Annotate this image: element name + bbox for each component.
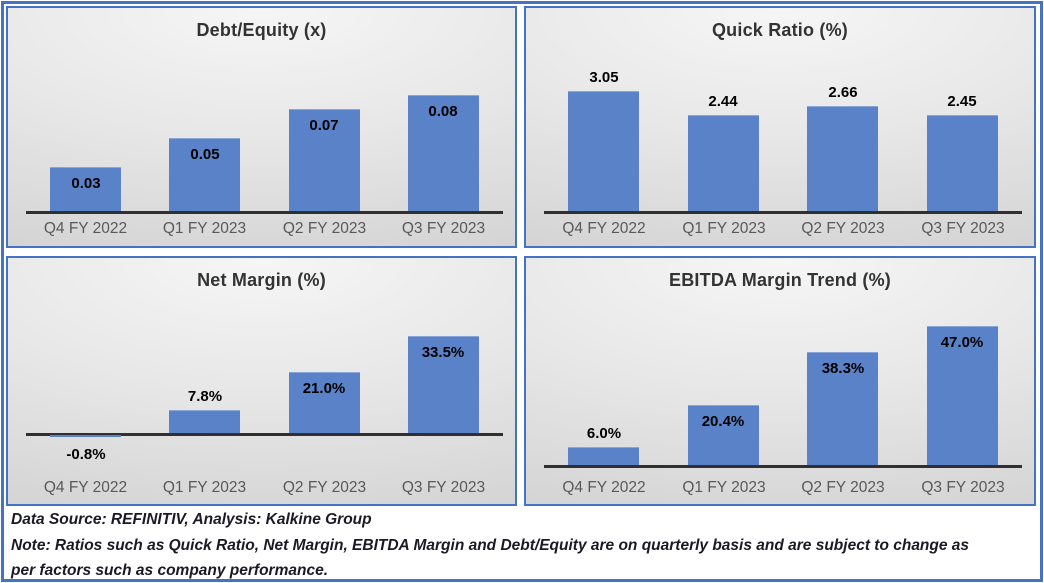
footer-note-line2: per factors such as company performance. <box>11 562 329 579</box>
x-axis-line <box>26 211 503 214</box>
category-label-q4-fy-2022: Q4 FY 2022 <box>43 220 128 237</box>
plot-area-net-margin: -0.8% Q4 FY 2022 7.8% Q1 FY 2023 21.0% Q2 FY … <box>8 258 515 504</box>
data-label-q1-fy-2023: 2.44 <box>708 93 738 110</box>
chart-panel-quick-ratio: Quick Ratio (%) 3.05 Q4 FY 2022 2.44 Q1 FY … <box>524 6 1036 248</box>
chart-panel-debt-equity: Debt/Equity (x) 0.03 Q4 FY 2022 0.05 Q1 FY … <box>6 6 517 248</box>
x-axis-line <box>544 465 1022 468</box>
bar-q4-fy-2022 <box>568 91 639 211</box>
data-label-q1-fy-2023: 0.05 <box>190 146 220 163</box>
data-label-q3-fy-2023: 33.5% <box>421 344 465 361</box>
data-label-q4-fy-2022: 6.0% <box>586 425 622 442</box>
chart-title-ebitda-margin: EBITDA Margin Trend (%) <box>669 270 891 290</box>
data-label-q2-fy-2023: 2.66 <box>828 84 858 101</box>
plot-area-quick-ratio: 3.05 Q4 FY 2022 2.44 Q1 FY 2023 2.66 Q2 FY 20… <box>526 8 1034 246</box>
chart-title-net-margin: Net Margin (%) <box>197 270 326 290</box>
data-label-q4-fy-2022: -0.8% <box>66 446 106 463</box>
category-label-q2-fy-2023: Q2 FY 2023 <box>801 479 885 496</box>
footer-note: Data Source: REFINITIV, Analysis: Kalkin… <box>11 507 1034 583</box>
footer-source-line: Data Source: REFINITIV, Analysis: Kalkin… <box>11 511 372 528</box>
bar-q1-fy-2023 <box>688 405 759 465</box>
category-label-q3-fy-2023: Q3 FY 2023 <box>401 220 486 237</box>
bar-q4-fy-2022 <box>50 167 121 211</box>
category-label-q3-fy-2023: Q3 FY 2023 <box>401 479 486 496</box>
category-label-q4-fy-2022: Q4 FY 2022 <box>43 479 128 496</box>
category-label-q1-fy-2023: Q1 FY 2023 <box>162 479 247 496</box>
footer-note-line1: Note: Ratios such as Quick Ratio, Net Ma… <box>11 536 970 554</box>
data-label-q2-fy-2023: 38.3% <box>821 360 865 377</box>
data-label-q1-fy-2023: 20.4% <box>701 413 745 430</box>
bar-q2-fy-2023 <box>807 106 878 211</box>
bar-q1-fy-2023 <box>169 410 240 433</box>
data-label-q4-fy-2022: 3.05 <box>589 69 619 86</box>
chart-title-debt-equity: Debt/Equity (x) <box>196 20 327 40</box>
bar-q2-fy-2023 <box>289 109 360 211</box>
category-label-q1-fy-2023: Q1 FY 2023 <box>682 220 766 237</box>
plot-area-ebitda-margin: 6.0% Q4 FY 2022 20.4% Q1 FY 2023 38.3% Q2 FY … <box>526 258 1034 504</box>
category-label-q2-fy-2023: Q2 FY 2023 <box>282 479 367 496</box>
bar-q4-fy-2022 <box>50 435 121 437</box>
data-label-q2-fy-2023: 0.07 <box>309 117 339 134</box>
bar-q1-fy-2023 <box>169 138 240 211</box>
category-label-q4-fy-2022: Q4 FY 2022 <box>562 479 646 496</box>
chart-title-quick-ratio: Quick Ratio (%) <box>711 20 848 40</box>
category-label-q4-fy-2022: Q4 FY 2022 <box>562 220 646 237</box>
bar-q2-fy-2023 <box>807 352 878 465</box>
plot-area-debt-equity: 0.03 Q4 FY 2022 0.05 Q1 FY 2023 0.07 Q2 FY 20… <box>8 8 515 246</box>
category-label-q2-fy-2023: Q2 FY 2023 <box>282 220 367 237</box>
charts-grid: Debt/Equity (x) 0.03 Q4 FY 2022 0.05 Q1 FY … <box>6 6 1036 506</box>
data-label-q2-fy-2023: 21.0% <box>302 380 346 397</box>
bar-q3-fy-2023 <box>927 326 998 465</box>
category-label-q3-fy-2023: Q3 FY 2023 <box>921 479 1005 496</box>
bar-q4-fy-2022 <box>568 447 639 465</box>
category-label-q2-fy-2023: Q2 FY 2023 <box>801 220 885 237</box>
data-label-q3-fy-2023: 47.0% <box>940 334 984 351</box>
bar-q3-fy-2023 <box>408 336 479 433</box>
data-label-q4-fy-2022: 0.03 <box>71 175 101 192</box>
category-label-q1-fy-2023: Q1 FY 2023 <box>682 479 766 496</box>
data-label-q3-fy-2023: 0.08 <box>428 103 458 120</box>
x-axis-line <box>544 211 1022 214</box>
data-label-q3-fy-2023: 2.45 <box>947 93 977 110</box>
bar-q2-fy-2023 <box>289 372 360 433</box>
bar-q3-fy-2023 <box>408 95 479 211</box>
chart-panel-ebitda-margin: EBITDA Margin Trend (%) 6.0% Q4 FY 2022 20… <box>524 256 1036 506</box>
category-label-q1-fy-2023: Q1 FY 2023 <box>162 220 247 237</box>
chart-panel-net-margin: Net Margin (%) -0.8% Q4 FY 2022 7.8% Q1 FY … <box>6 256 517 506</box>
category-label-q3-fy-2023: Q3 FY 2023 <box>921 220 1005 237</box>
bar-q1-fy-2023 <box>688 115 759 211</box>
data-label-q1-fy-2023: 7.8% <box>187 388 223 405</box>
bar-q3-fy-2023 <box>927 115 998 211</box>
x-axis-line <box>26 433 503 436</box>
